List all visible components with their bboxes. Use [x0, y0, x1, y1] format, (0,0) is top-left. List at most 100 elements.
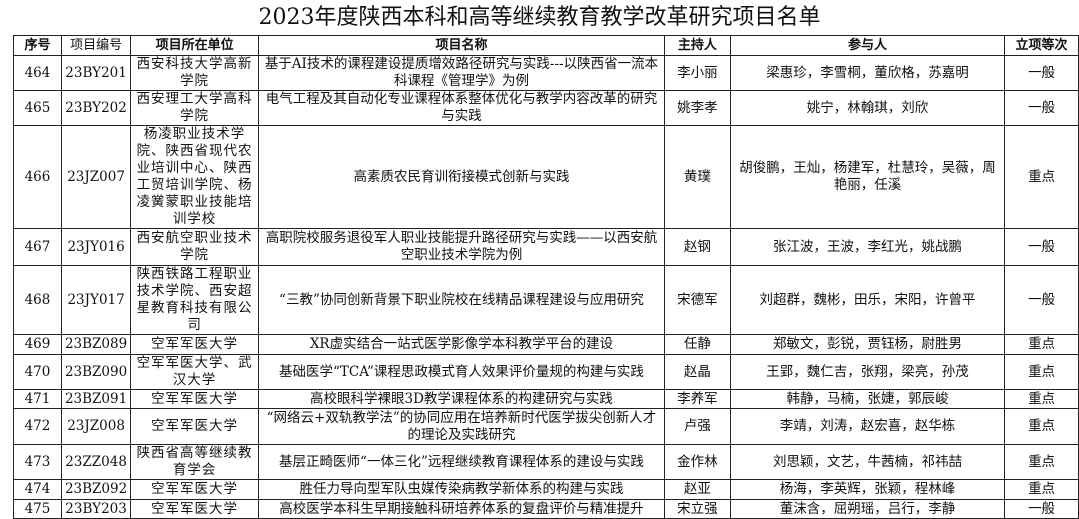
- cell-no: 466: [13, 125, 62, 229]
- cell-leader: 姚李孝: [663, 90, 731, 126]
- cell-level: 一般: [1004, 90, 1079, 126]
- table-row: 470 23BZ090 空军军医大学、武汉大学 基础医学“TCA”课程思政模式育人效果…: [13, 354, 1079, 390]
- cell-code: 23BZ090: [60, 354, 132, 390]
- cell-unit: 空军军医大学、武汉大学: [130, 354, 259, 390]
- cell-no: 473: [13, 444, 62, 480]
- cell-unit: 空军军医大学: [130, 479, 259, 500]
- table-row: 475 23BY203 空军军医大学 高校医学本科生早期接触科研培养体系的复盘评价与精…: [13, 499, 1079, 519]
- table-row: 468 23JY017 陕西铁路工程职业技术学院、西安超星教育科技有限公司 “三教”协…: [13, 265, 1079, 335]
- cell-name: “网络云+双轨教学法”的协同应用在培养新时代医学拔尖创新人才的理论及实践研究: [257, 408, 665, 445]
- cell-members: 梁惠珍，李雪桐，董欣格，苏嘉明: [729, 55, 1006, 91]
- table-row: 473 23ZZ048 陕西省高等继续教育学会 基层正畸医师“一体三化”远程继续教育课…: [13, 444, 1079, 480]
- table-row: 471 23BZ091 空军军医大学 高校眼科学裸眼3D教学课程体系的构建研究与实践李…: [13, 389, 1079, 409]
- document-title: 2023年度陕西本科和高等继续教育教学改革研究项目名单: [258, 5, 821, 30]
- cell-leader: 黄璞: [663, 125, 731, 229]
- table-row: 466 23JZ007 杨凌职业技术学院、陕西省现代农业培训中心、陕西工贸培训学院、…: [13, 125, 1079, 229]
- cell-leader: 李小丽: [663, 55, 731, 91]
- header-code: 项目编号: [60, 35, 132, 56]
- cell-level: 一般: [1004, 265, 1079, 335]
- header-members: 参与人: [729, 35, 1006, 56]
- table-row: 469 23BZ089 空军军医大学 XR虚实结合一站式医学影像学本科教学平台的建设任…: [13, 334, 1079, 355]
- cell-level: 一般: [1004, 499, 1079, 519]
- cell-level: 重点: [1004, 389, 1079, 409]
- header-unit: 项目所在单位: [130, 35, 259, 56]
- cell-code: 23BY203: [60, 499, 132, 519]
- cell-members: 姚宁，林翰琪，刘欣: [729, 90, 1006, 126]
- cell-members: 张江波，王波，李红光，姚战鹏: [729, 228, 1006, 266]
- cell-members: 韩静，马楠，张婕，郭辰峻: [729, 389, 1006, 409]
- table-row: 472 23JZ008 空军军医大学 “网络云+双轨教学法”的协同应用在培养新时代医学…: [13, 408, 1079, 445]
- cell-unit: 西安航空职业技术学院: [130, 228, 259, 266]
- cell-no: 468: [13, 265, 62, 335]
- cell-unit: 空军军医大学: [130, 389, 259, 409]
- cell-name: 基于AI技术的课程建设提质增效路径研究与实践---以陕西省一流本科课程《管理学》…: [257, 55, 665, 91]
- table-row: 465 23BY202 西安理工大学高科学院 电气工程及其自动化专业课程体系整体优化与…: [13, 90, 1079, 126]
- cell-leader: 金作林: [663, 444, 731, 480]
- cell-no: 475: [13, 499, 62, 519]
- cell-unit: 西安科技大学高新学院: [130, 55, 259, 91]
- cell-name: 基础医学“TCA”课程思政模式育人效果评价量规的构建与实践: [257, 354, 665, 390]
- cell-members: 郑敏文，彭锐，贾钰杨，尉胜男: [729, 334, 1006, 355]
- cell-no: 465: [13, 90, 62, 126]
- header-name: 项目名称: [257, 35, 665, 56]
- header-leader: 主持人: [663, 35, 731, 56]
- cell-no: 470: [13, 354, 62, 390]
- cell-level: 重点: [1004, 444, 1079, 480]
- cell-level: 重点: [1004, 334, 1079, 355]
- cell-name: 胜任力导向型军队虫媒传染病教学新体系的构建与实践: [257, 479, 665, 500]
- cell-no: 472: [13, 408, 62, 445]
- cell-name: XR虚实结合一站式医学影像学本科教学平台的建设: [257, 334, 665, 355]
- cell-level: 重点: [1004, 408, 1079, 445]
- table-row: 474 23BZ092 空军军医大学 胜任力导向型军队虫媒传染病教学新体系的构建与实践…: [13, 479, 1079, 500]
- cell-name: 高职院校服务退役军人职业技能提升路径研究与实践——以西安航空职业技术学院为例: [257, 228, 665, 266]
- cell-name: 基层正畸医师“一体三化”远程继续教育课程体系的建设与实践: [257, 444, 665, 480]
- cell-name: 电气工程及其自动化专业课程体系整体优化与教学内容改革的研究与实践: [257, 90, 665, 126]
- cell-members: 胡俊鹏，王灿，杨建军，杜慧玲，吴薇，周艳丽，任溪: [729, 125, 1006, 229]
- cell-unit: 陕西铁路工程职业技术学院、西安超星教育科技有限公司: [130, 265, 259, 335]
- cell-unit: 空军军医大学: [130, 334, 259, 355]
- cell-members: 王郢，魏仁吉，张翔，梁亮，孙茂: [729, 354, 1006, 390]
- cell-unit: 杨凌职业技术学院、陕西省现代农业培训中心、陕西工贸培训学院、杨凌黉蒙职业技能培训…: [130, 125, 259, 229]
- cell-no: 464: [13, 55, 62, 91]
- cell-leader: 赵钢: [663, 228, 731, 266]
- cell-name: 高素质农民育训衔接模式创新与实践: [257, 125, 665, 229]
- cell-name: 高校眼科学裸眼3D教学课程体系的构建研究与实践: [257, 389, 665, 409]
- cell-code: 23BZ092: [60, 479, 132, 500]
- cell-no: 471: [13, 389, 62, 409]
- table-row: 464 23BY201 西安科技大学高新学院 基于AI技术的课程建设提质增效路径研究与…: [13, 55, 1079, 91]
- cell-code: 23BY202: [60, 90, 132, 126]
- cell-leader: 宋德军: [663, 265, 731, 335]
- cell-unit: 空军军医大学: [130, 499, 259, 519]
- cell-code: 23BZ089: [60, 334, 132, 355]
- cell-code: 23BY201: [60, 55, 132, 91]
- cell-level: 一般: [1004, 55, 1079, 91]
- cell-unit: 空军军医大学: [130, 408, 259, 445]
- cell-members: 刘超群，魏彬，田乐，宋阳，许曾平: [729, 265, 1006, 335]
- table-row: 467 23JY016 西安航空职业技术学院 高职院校服务退役军人职业技能提升路径研究…: [13, 228, 1079, 266]
- cell-code: 23JY017: [60, 265, 132, 335]
- cell-level: 重点: [1004, 479, 1079, 500]
- cell-leader: 赵晶: [663, 354, 731, 390]
- cell-leader: 李养军: [663, 389, 731, 409]
- cell-members: 李靖，刘涛，赵宏喜，赵华栋: [729, 408, 1006, 445]
- cell-unit: 陕西省高等继续教育学会: [130, 444, 259, 480]
- project-table: 序号 项目编号 项目所在单位 项目名称 主持人 参与人 立项等次 464 23BY…: [13, 35, 1079, 519]
- cell-level: 重点: [1004, 354, 1079, 390]
- cell-level: 重点: [1004, 125, 1079, 229]
- cell-code: 23BZ091: [60, 389, 132, 409]
- cell-name: “三教”协同创新背景下职业院校在线精品课程建设与应用研究: [257, 265, 665, 335]
- cell-members: 刘思颖，文艺，牛茜楠，祁祎喆: [729, 444, 1006, 480]
- cell-members: 董沫含，屈朔瑶，吕行，李静: [729, 499, 1006, 519]
- cell-level: 一般: [1004, 228, 1079, 266]
- cell-no: 474: [13, 479, 62, 500]
- header-level: 立项等次: [1004, 35, 1079, 56]
- cell-code: 23JY016: [60, 228, 132, 266]
- cell-no: 467: [13, 228, 62, 266]
- cell-code: 23JZ007: [60, 125, 132, 229]
- cell-leader: 宋立强: [663, 499, 731, 519]
- table-header-row: 序号 项目编号 项目所在单位 项目名称 主持人 参与人 立项等次: [13, 35, 1079, 56]
- cell-leader: 卢强: [663, 408, 731, 445]
- cell-name: 高校医学本科生早期接触科研培养体系的复盘评价与精准提升: [257, 499, 665, 519]
- cell-code: 23JZ008: [60, 408, 132, 445]
- cell-no: 469: [13, 334, 62, 355]
